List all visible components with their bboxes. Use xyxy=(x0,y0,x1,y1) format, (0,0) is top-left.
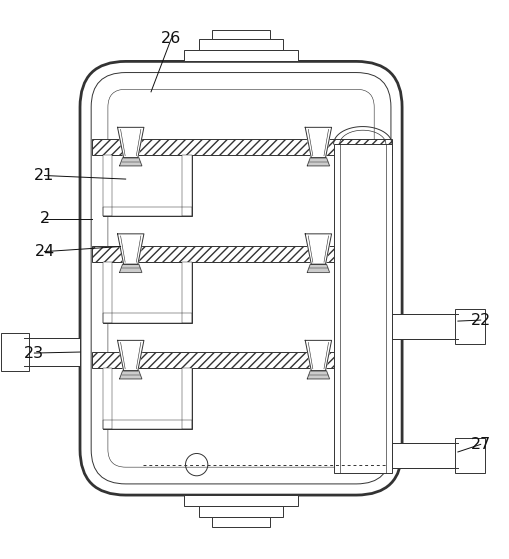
Bar xyxy=(455,309,484,344)
Bar xyxy=(391,314,457,339)
Bar xyxy=(24,338,80,366)
Polygon shape xyxy=(117,340,144,371)
Text: 26: 26 xyxy=(161,31,181,46)
Bar xyxy=(211,30,270,39)
Text: 22: 22 xyxy=(470,312,490,328)
Bar xyxy=(92,352,391,368)
Bar xyxy=(184,50,298,61)
Bar xyxy=(182,262,191,323)
FancyBboxPatch shape xyxy=(80,61,401,495)
Bar xyxy=(391,443,457,468)
Polygon shape xyxy=(117,234,144,264)
Bar xyxy=(103,155,112,216)
Polygon shape xyxy=(304,234,331,264)
Polygon shape xyxy=(306,264,329,272)
Bar xyxy=(182,155,191,216)
Bar xyxy=(455,438,484,473)
Text: 27: 27 xyxy=(470,437,490,452)
Bar xyxy=(211,518,270,527)
Bar xyxy=(199,506,282,518)
Bar xyxy=(182,155,191,216)
Bar xyxy=(103,420,191,429)
Bar xyxy=(103,314,191,323)
Bar xyxy=(182,368,191,429)
Bar xyxy=(182,262,191,323)
Bar xyxy=(103,262,191,323)
Bar xyxy=(103,207,191,216)
Bar xyxy=(333,144,391,473)
Bar xyxy=(199,39,282,50)
Bar xyxy=(103,155,191,216)
Bar xyxy=(103,207,191,216)
Polygon shape xyxy=(304,127,331,158)
Bar xyxy=(92,139,391,155)
Bar xyxy=(103,262,112,323)
Polygon shape xyxy=(304,340,331,371)
Text: 24: 24 xyxy=(34,244,54,259)
Bar xyxy=(103,420,191,429)
Bar xyxy=(103,314,191,323)
Polygon shape xyxy=(119,264,142,272)
Text: 21: 21 xyxy=(34,168,54,183)
Text: 23: 23 xyxy=(24,345,44,361)
Polygon shape xyxy=(119,158,142,166)
Bar xyxy=(103,262,112,323)
Bar xyxy=(103,368,191,429)
Polygon shape xyxy=(117,127,144,158)
Bar xyxy=(103,368,112,429)
Bar xyxy=(184,495,298,506)
Bar xyxy=(92,245,391,262)
Bar xyxy=(103,368,112,429)
Bar xyxy=(2,333,29,371)
Bar xyxy=(103,155,112,216)
Polygon shape xyxy=(119,371,142,379)
Bar xyxy=(182,368,191,429)
Polygon shape xyxy=(306,371,329,379)
Text: 2: 2 xyxy=(39,211,49,226)
Polygon shape xyxy=(306,158,329,166)
